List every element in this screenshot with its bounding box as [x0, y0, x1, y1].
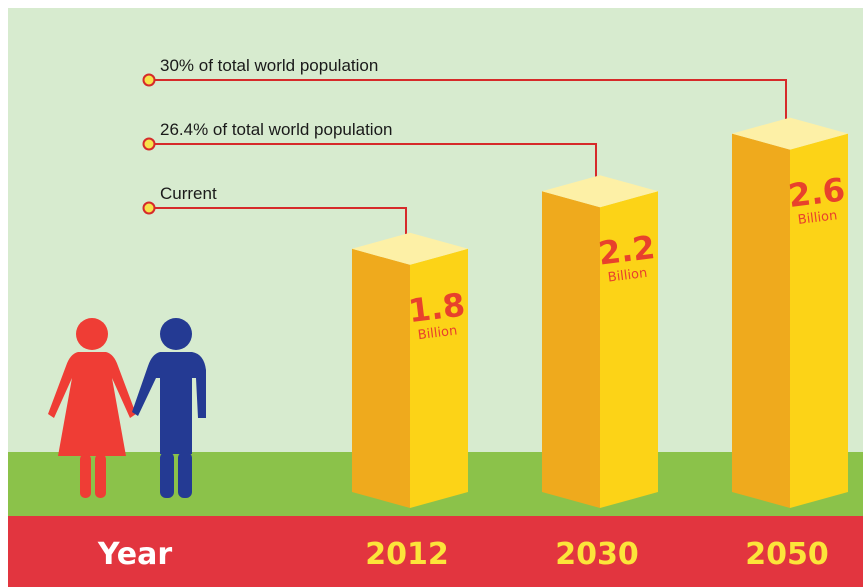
year-labels: 2012 2030 2050 [365, 537, 829, 572]
bar-top-face [732, 117, 848, 150]
couple-icon [48, 318, 206, 498]
man-icon [132, 318, 206, 498]
year-label-2030: 2030 [555, 537, 639, 572]
callout-label: Current [160, 184, 217, 203]
year-band [8, 516, 863, 587]
bar-value-label: 2.6 [786, 170, 847, 215]
callout-line [149, 207, 407, 239]
bar-front-face [790, 133, 848, 508]
bar-front-face [600, 191, 658, 508]
woman-icon [48, 318, 136, 498]
bar-front-face [410, 248, 468, 509]
bar-value-label: 2.2 [596, 228, 657, 273]
bar-unit-label: Billion [417, 323, 458, 343]
year-axis-label: Year [97, 537, 173, 572]
callout-label: 30% of total world population [160, 56, 378, 75]
bar-unit-label: Billion [797, 208, 838, 228]
bar-top-face [352, 232, 468, 265]
callout-group: Current 26.4% of total world population 30… [142, 56, 790, 243]
callout-start-dot [142, 73, 156, 87]
year-label-2050: 2050 [745, 537, 829, 572]
callout-line [149, 143, 597, 182]
year-label-2012: 2012 [365, 537, 449, 572]
callout-label: 26.4% of total world population [160, 120, 393, 139]
bar-side-face [732, 133, 790, 508]
callout-line [149, 79, 787, 124]
bar-value-label: 1.8 [406, 286, 467, 331]
bar-side-face [352, 248, 410, 509]
callout-start-dot [142, 137, 156, 151]
bar-top-face [542, 175, 658, 208]
bar-side-face [542, 191, 600, 508]
bar-unit-label: Billion [607, 266, 648, 286]
callout-start-dot [142, 201, 156, 215]
